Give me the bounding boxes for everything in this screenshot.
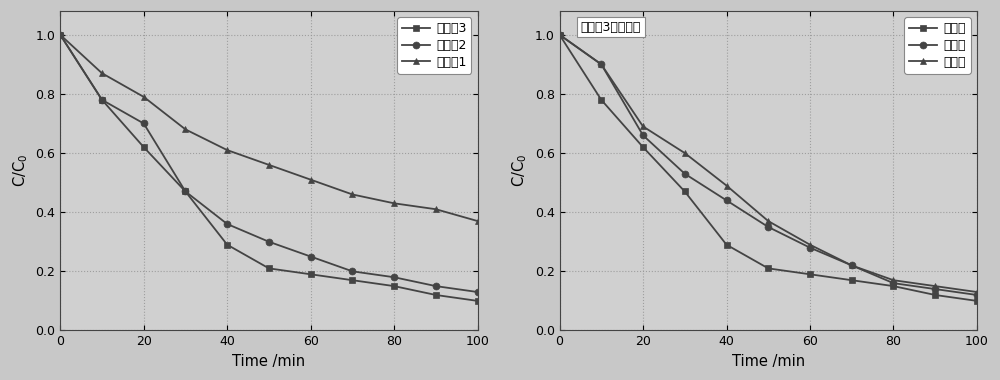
- Text: (a): (a): [444, 21, 465, 36]
- 第一次: [971, 299, 983, 303]
- 实施兣1: [179, 127, 191, 132]
- 实施兣1: [388, 201, 400, 206]
- 实施兣1: [305, 177, 317, 182]
- Text: (b): (b): [943, 21, 964, 36]
- 第一次: [721, 242, 733, 247]
- 实施兣1: [221, 148, 233, 152]
- 第一次: [846, 278, 858, 282]
- 第一次: [679, 189, 691, 194]
- 实施兣2: [472, 290, 484, 294]
- Line: 实施兣2: 实施兣2: [57, 31, 481, 296]
- Y-axis label: C/C$_0$: C/C$_0$: [510, 154, 529, 187]
- 第三次: [846, 263, 858, 268]
- Line: 第一次: 第一次: [556, 31, 980, 304]
- 第二次: [971, 293, 983, 297]
- 实施兣3: [221, 242, 233, 247]
- 第一次: [637, 145, 649, 149]
- 实施兣3: [54, 32, 66, 37]
- 实施兣2: [388, 275, 400, 280]
- 实施兣1: [263, 163, 275, 167]
- 实施兣3: [388, 284, 400, 288]
- 实施兣1: [346, 192, 358, 197]
- Text: 实施兣3重复利用: 实施兣3重复利用: [580, 21, 641, 34]
- 实施兣3: [138, 145, 150, 149]
- 实施兣2: [179, 189, 191, 194]
- 第二次: [929, 287, 941, 291]
- 第二次: [846, 263, 858, 268]
- 第二次: [554, 32, 566, 37]
- 实施兣2: [430, 284, 442, 288]
- 第三次: [595, 62, 607, 66]
- 第一次: [762, 266, 774, 271]
- 第二次: [637, 133, 649, 138]
- 实施兣3: [346, 278, 358, 282]
- 实施兣2: [221, 222, 233, 226]
- 第三次: [679, 151, 691, 155]
- 实施兣3: [263, 266, 275, 271]
- X-axis label: Time /min: Time /min: [232, 354, 305, 369]
- Line: 实施兣1: 实施兣1: [57, 31, 481, 225]
- 实施兣2: [263, 239, 275, 244]
- 第二次: [804, 245, 816, 250]
- 第二次: [595, 62, 607, 66]
- Line: 第二次: 第二次: [556, 31, 980, 298]
- 实施兣1: [54, 32, 66, 37]
- 第二次: [762, 225, 774, 229]
- X-axis label: Time /min: Time /min: [732, 354, 805, 369]
- 第二次: [721, 198, 733, 203]
- 第三次: [971, 290, 983, 294]
- 第三次: [554, 32, 566, 37]
- 第三次: [887, 278, 899, 282]
- 第一次: [887, 284, 899, 288]
- 实施兣3: [472, 299, 484, 303]
- 第一次: [554, 32, 566, 37]
- Legend: 实施兣3, 实施兣2, 实施兣1: 实施兣3, 实施兣2, 实施兣1: [397, 17, 471, 74]
- 第一次: [804, 272, 816, 277]
- 第三次: [721, 183, 733, 188]
- 实施兣3: [430, 293, 442, 297]
- 实施兣1: [472, 219, 484, 223]
- 实施兣2: [346, 269, 358, 274]
- 实施兣1: [96, 71, 108, 76]
- 实施兣2: [54, 32, 66, 37]
- 实施兣3: [96, 98, 108, 102]
- Line: 实施兣3: 实施兣3: [57, 31, 481, 304]
- 第一次: [595, 98, 607, 102]
- 实施兣2: [138, 121, 150, 126]
- 第三次: [762, 219, 774, 223]
- 实施兣2: [96, 98, 108, 102]
- 实施兣2: [305, 254, 317, 259]
- Line: 第三次: 第三次: [556, 31, 980, 296]
- Y-axis label: C/C$_0$: C/C$_0$: [11, 154, 30, 187]
- 第一次: [929, 293, 941, 297]
- 实施兣1: [138, 95, 150, 99]
- 第三次: [804, 242, 816, 247]
- 第三次: [929, 284, 941, 288]
- Legend: 第一次, 第二次, 第三次: 第一次, 第二次, 第三次: [904, 17, 971, 74]
- 第二次: [679, 171, 691, 176]
- 实施兣3: [305, 272, 317, 277]
- 实施兣1: [430, 207, 442, 212]
- 实施兣3: [179, 189, 191, 194]
- 第二次: [887, 281, 899, 285]
- 第三次: [637, 124, 649, 129]
